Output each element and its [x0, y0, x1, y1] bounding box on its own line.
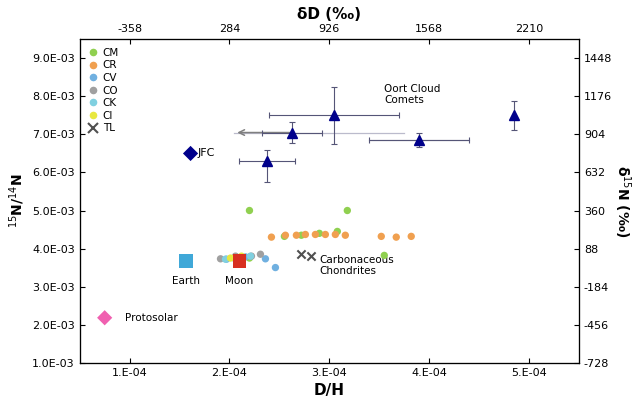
Point	[245, 253, 255, 259]
Point	[332, 228, 342, 234]
Point	[221, 256, 232, 262]
Text: Protosolar: Protosolar	[125, 313, 177, 323]
Text: Oort Cloud
Comets: Oort Cloud Comets	[384, 84, 441, 105]
Point	[244, 207, 255, 214]
Point	[376, 233, 387, 240]
Point	[279, 233, 289, 240]
Point	[230, 256, 241, 262]
Point	[314, 230, 324, 237]
Point	[241, 254, 251, 260]
Point	[220, 256, 230, 262]
Point	[244, 255, 255, 261]
Point	[300, 231, 310, 238]
Point	[100, 315, 110, 321]
Point	[236, 253, 246, 259]
Point	[246, 253, 257, 259]
Point	[330, 231, 340, 238]
Point	[296, 251, 307, 258]
Y-axis label: $^{15}$N/$^{14}$N: $^{15}$N/$^{14}$N	[7, 174, 26, 228]
Point	[379, 252, 389, 259]
Point	[310, 231, 321, 238]
Point	[280, 232, 291, 239]
Legend: CM, CR, CV, CO, CK, CI, TL: CM, CR, CV, CO, CK, CI, TL	[85, 45, 122, 136]
Point	[180, 258, 191, 264]
Point	[255, 251, 266, 258]
X-axis label: δD (‰): δD (‰)	[298, 7, 362, 22]
Point	[320, 231, 330, 238]
Point	[296, 232, 307, 239]
Point	[260, 256, 271, 262]
Point	[266, 234, 276, 241]
Point	[234, 258, 244, 264]
Text: JFC: JFC	[198, 148, 215, 158]
Point	[186, 150, 196, 157]
Point	[291, 232, 301, 239]
Point	[216, 256, 226, 262]
Y-axis label: δ$^{15}$N (‰): δ$^{15}$N (‰)	[612, 165, 633, 237]
Point	[230, 253, 241, 259]
X-axis label: D/H: D/H	[314, 383, 345, 398]
Point	[342, 207, 353, 214]
Point	[406, 233, 417, 240]
Point	[236, 256, 246, 262]
Point	[270, 264, 280, 271]
Point	[340, 232, 351, 239]
Text: Earth: Earth	[172, 276, 200, 286]
Point	[225, 255, 236, 261]
Text: Carbonaceous
Chondrites: Carbonaceous Chondrites	[319, 255, 394, 277]
Point	[307, 253, 317, 259]
Text: Moon: Moon	[225, 276, 253, 286]
Point	[391, 234, 401, 241]
